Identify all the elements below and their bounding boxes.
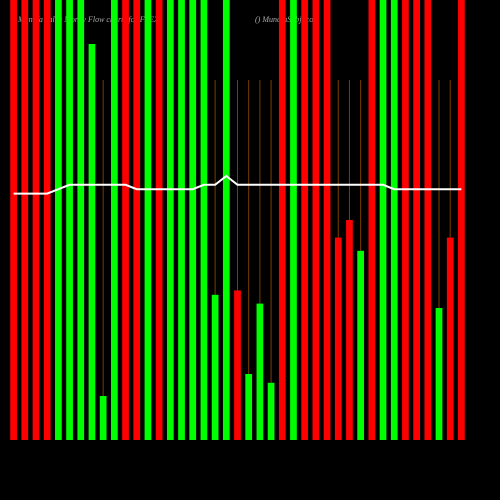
bar	[110, 0, 118, 440]
bar	[32, 0, 40, 440]
money-flow-line	[13, 174, 462, 195]
bar	[334, 237, 342, 440]
bar	[133, 0, 141, 440]
bar	[211, 294, 219, 440]
bar	[379, 0, 387, 440]
bar	[155, 0, 163, 440]
bar	[278, 0, 286, 440]
bar	[267, 382, 275, 440]
bar	[424, 0, 432, 440]
chart-title: Munafa value Money Flow charts for FLEX	[17, 15, 160, 24]
bar	[43, 0, 51, 440]
bar	[346, 220, 353, 440]
bar	[189, 0, 197, 440]
bar	[357, 250, 365, 440]
bar	[178, 0, 185, 440]
bar	[99, 396, 107, 440]
bar	[368, 0, 376, 440]
bar	[245, 374, 253, 440]
bar	[21, 0, 29, 440]
bar	[256, 303, 264, 440]
bar	[402, 0, 409, 440]
bar	[222, 0, 230, 440]
bar	[77, 0, 85, 440]
bar	[390, 0, 398, 440]
bar	[66, 0, 73, 440]
bar	[10, 0, 17, 440]
bar	[446, 237, 454, 440]
bar	[301, 0, 309, 440]
bar	[55, 0, 62, 440]
bar	[122, 0, 129, 440]
bar	[166, 0, 174, 440]
bar	[458, 0, 465, 440]
bar	[435, 308, 443, 440]
bar	[413, 0, 420, 440]
bar	[88, 44, 96, 440]
bar	[290, 0, 297, 440]
bar	[234, 290, 241, 440]
chart-subtitle: () MunafaSabji.com	[255, 15, 319, 24]
bar	[312, 0, 320, 440]
bar	[144, 0, 152, 440]
bar	[200, 0, 208, 440]
bar	[323, 0, 331, 440]
